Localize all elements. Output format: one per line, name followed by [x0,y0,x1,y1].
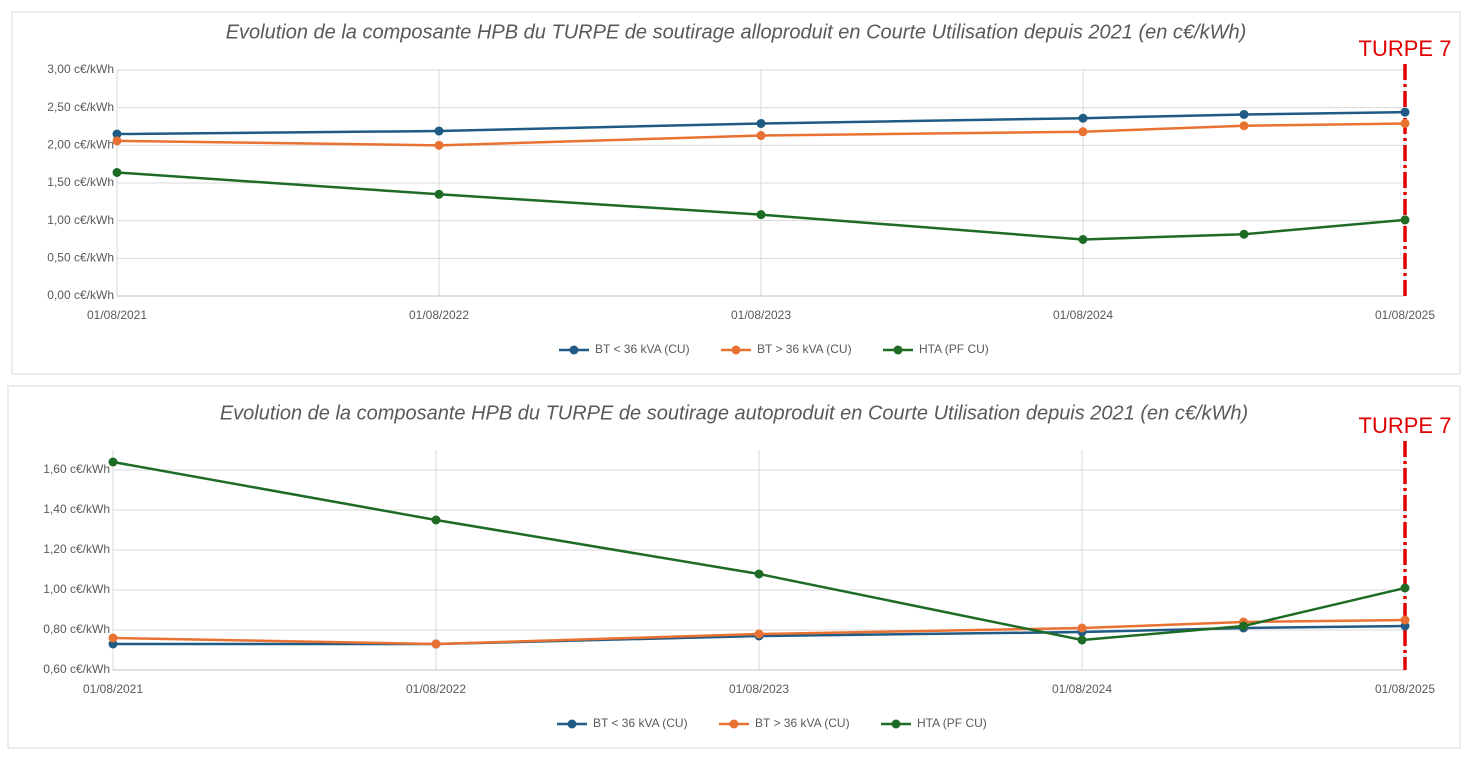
point [112,136,122,146]
point [1400,215,1410,225]
point [1239,109,1249,119]
legend-label: HTA (PF CU) [917,716,987,730]
legend-marker [567,719,577,729]
legend-label: HTA (PF CU) [919,342,989,356]
legend-marker [729,719,739,729]
y-tick-label: 0,50 c€/kWh [47,251,114,265]
legend-marker [893,345,903,355]
point [434,189,444,199]
y-tick-label: 0,60 c€/kWh [43,662,110,676]
series-line [116,171,1406,241]
x-tick-label: 01/08/2023 [729,682,789,696]
series-line [116,110,1406,136]
point [434,140,444,150]
y-tick-label: 2,00 c€/kWh [47,138,114,152]
point [756,118,766,128]
annotation: TURPE 7 [1359,413,1452,438]
point [754,569,764,579]
point [108,633,118,643]
point [1078,235,1088,244]
x-tick-label: 01/08/2023 [731,308,791,322]
x-tick-label: 01/08/2021 [87,308,147,322]
y-tick-label: 3,00 c€/kWh [47,62,114,76]
point [112,167,122,177]
y-tick-label: 1,60 c€/kWh [43,462,110,476]
series-line [112,618,1406,646]
point [754,629,764,639]
point [1400,615,1410,625]
legend-label: BT > 36 kVA (CU) [755,716,850,730]
y-tick-label: 1,00 c€/kWh [47,213,114,227]
chart-title: Evolution de la composante HPB du TURPE … [220,402,1248,424]
legend-label: BT < 36 kVA (CU) [595,342,690,356]
y-tick-label: 0,80 c€/kWh [43,622,110,636]
legend-marker [569,345,579,355]
point [1400,107,1410,117]
x-tick-label: 01/08/2024 [1053,308,1113,322]
series-line [116,122,1406,147]
x-tick-label: 01/08/2025 [1375,308,1435,322]
y-tick-label: 1,20 c€/kWh [43,542,110,556]
legend-label: BT < 36 kVA (CU) [593,716,688,730]
point [1239,229,1249,239]
point [756,210,766,220]
annotation: TURPE 7 [1359,36,1452,61]
chart-panel [7,385,1461,749]
point [431,639,441,649]
legend-marker [891,719,901,729]
chart-title: Evolution de la composante HPB du TURPE … [226,21,1247,43]
y-tick-label: 2,50 c€/kWh [47,100,114,114]
y-tick-label: 1,50 c€/kWh [47,175,114,189]
point [1077,635,1087,645]
y-tick-label: 1,00 c€/kWh [43,582,110,596]
x-tick-label: 01/08/2022 [409,308,469,322]
point [1239,121,1249,131]
point [112,129,122,139]
point [756,131,766,141]
series-line [112,460,1406,642]
x-tick-label: 01/08/2025 [1375,682,1435,696]
legend-label: BT > 36 kVA (CU) [757,342,852,356]
point [1400,583,1410,593]
legend-marker [731,345,741,355]
point [1077,623,1087,633]
point [108,457,118,467]
point [431,515,441,525]
x-tick-label: 01/08/2022 [406,682,466,696]
point [1400,118,1410,128]
y-tick-label: 0,00 c€/kWh [47,288,114,302]
point [1239,621,1248,631]
x-tick-label: 01/08/2021 [83,682,143,696]
x-tick-label: 01/08/2024 [1052,682,1112,696]
point [434,126,444,136]
y-tick-label: 1,40 c€/kWh [43,502,110,516]
point [1078,113,1088,123]
point [1078,127,1088,137]
chart-panel [11,11,1461,375]
